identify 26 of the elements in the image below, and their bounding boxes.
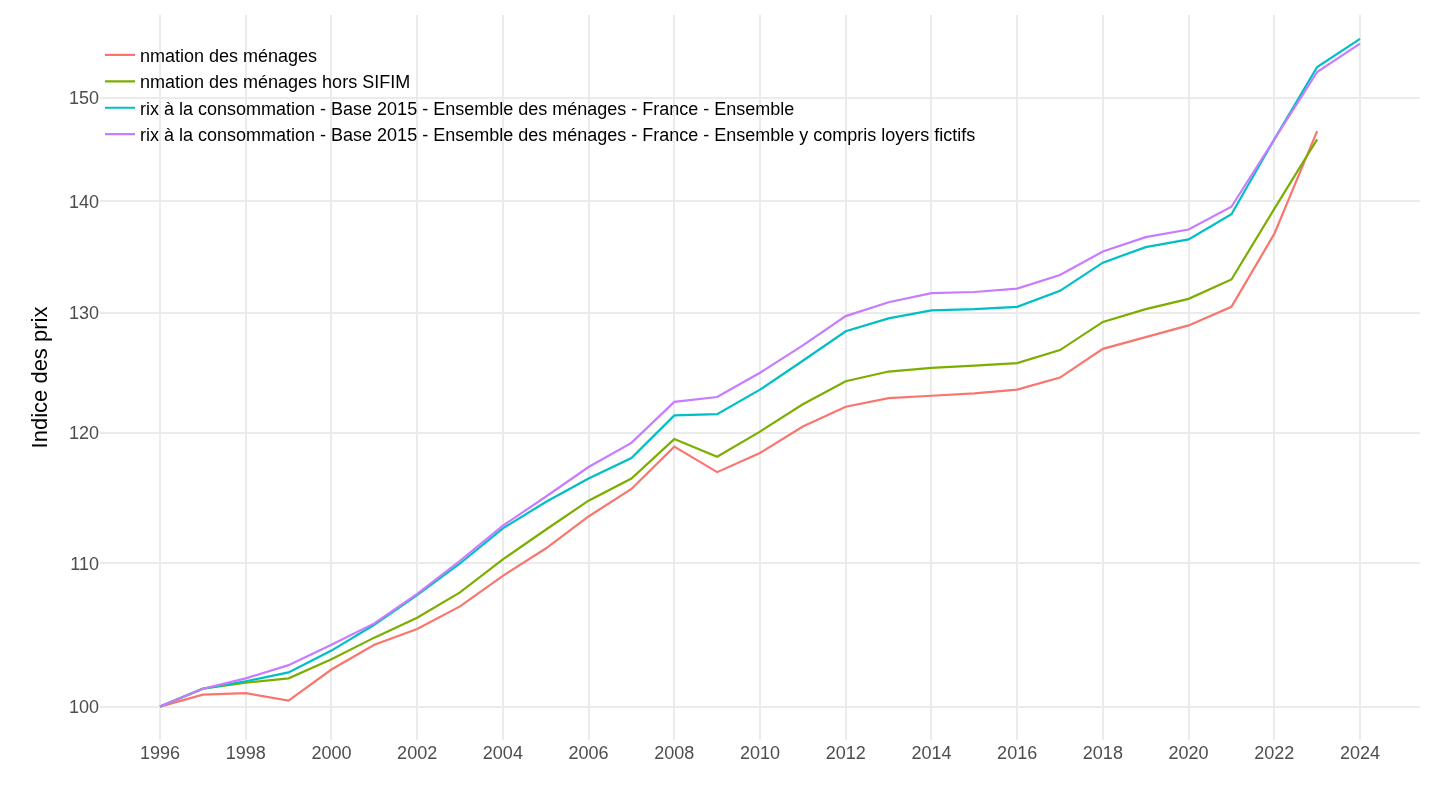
y-tick-label: 120: [68, 423, 99, 444]
y-tick-label: 130: [68, 302, 99, 323]
x-tick-label: 2002: [397, 743, 438, 763]
y-tick-label: 140: [68, 191, 99, 212]
x-tick-label: 1996: [139, 743, 181, 763]
x-tick-label: 2018: [1082, 743, 1123, 763]
x-tick-label: 2020: [1168, 743, 1209, 763]
x-tick-label: 2004: [482, 743, 523, 763]
x-tick-label: 2016: [997, 743, 1038, 763]
x-tick-label: 2008: [654, 743, 695, 763]
x-tick-label: 2000: [311, 743, 352, 763]
x-tick-label: 2014: [911, 743, 952, 763]
y-tick-label: 150: [68, 88, 99, 109]
y-tick-label: 100: [68, 696, 99, 717]
y-axis-title: Indice des prix: [26, 306, 52, 449]
x-tick-label: 1998: [225, 743, 266, 763]
legend-label: rix à la consommation - Base 2015 - Ensemble des ménages - France - Ensemble: [140, 98, 795, 119]
x-tick-label: 2010: [739, 743, 781, 763]
x-tick-label: 2012: [825, 743, 866, 763]
x-tick-label: 2022: [1254, 743, 1295, 763]
legend-label: nmation des ménages: [140, 45, 318, 66]
x-tick-label: 2006: [568, 743, 609, 763]
y-tick-label: 110: [70, 553, 99, 574]
legend-label: nmation des ménages hors SIFIM: [140, 72, 411, 93]
legend-label: rix à la consommation - Base 2015 - Ensemble des ménages - France - Ensemble y compris loyers fictifs: [140, 125, 976, 146]
x-tick-label: 2024: [1339, 743, 1381, 763]
